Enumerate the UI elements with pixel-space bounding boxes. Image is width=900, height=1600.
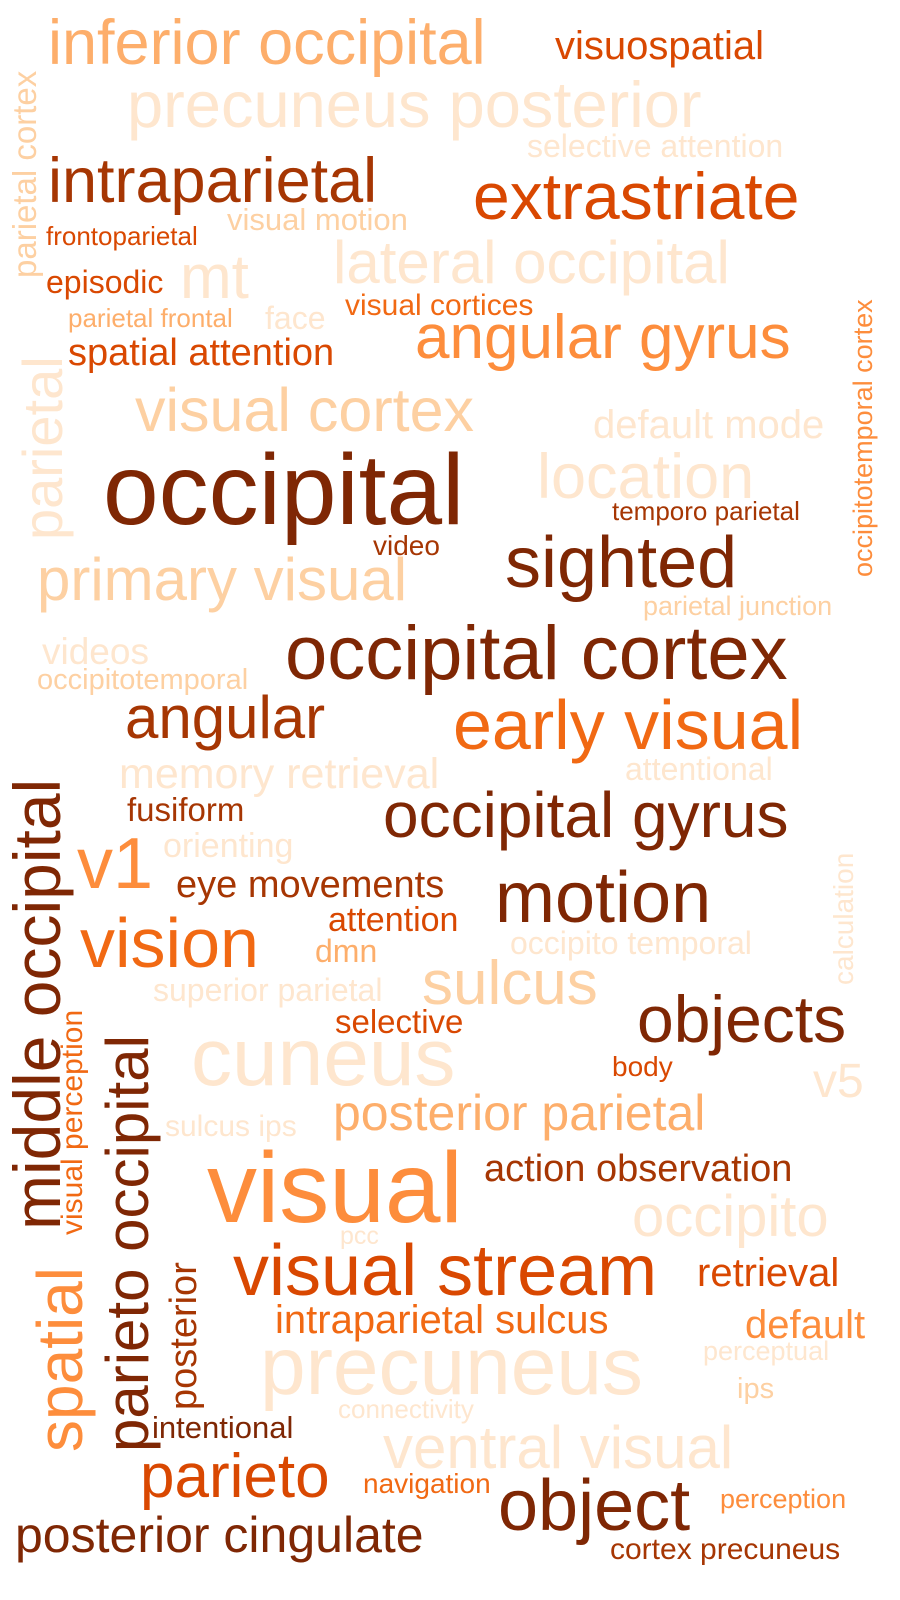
word-action-observation: action observation (484, 1148, 793, 1190)
word-memory-retrieval: memory retrieval (119, 750, 440, 798)
word-posterior: posterior (163, 1262, 205, 1410)
word-v5: v5 (813, 1055, 864, 1108)
word-selective: selective (335, 1003, 464, 1040)
word-parieto: parieto (140, 1442, 330, 1511)
word-attentional: attentional (625, 751, 773, 787)
word-angular: angular (125, 684, 326, 751)
word-occipital-cortex: occipital cortex (285, 611, 788, 696)
word-visual-stream: visual stream (233, 1231, 658, 1311)
word-vision: vision (80, 904, 259, 982)
word-motion: motion (495, 858, 712, 938)
word-parieto-occipital: parieto occipital (94, 1035, 161, 1452)
word-lateral-occipital: lateral occipital (333, 229, 730, 296)
word-precuneus-posterior: precuneus posterior (127, 68, 702, 141)
word-spatial-attention: spatial attention (68, 332, 335, 374)
word-fusiform: fusiform (127, 791, 245, 828)
word-primary-visual: primary visual (37, 546, 408, 613)
word-visual-motion: visual motion (227, 202, 408, 237)
word-dmn: dmn (315, 933, 378, 969)
word-sulcus: sulcus (422, 949, 598, 1018)
word-mt: mt (180, 243, 249, 312)
word-sighted: sighted (505, 523, 738, 603)
word-face: face (265, 300, 326, 336)
word-objects: objects (637, 982, 847, 1056)
word-parietal-frontal: parietal frontal (68, 303, 233, 333)
word-calculation: calculation (828, 852, 859, 985)
word-object: object (498, 1466, 691, 1546)
word-connectivity: connectivity (338, 1394, 474, 1424)
word-angular-gyrus: angular gyrus (415, 303, 791, 372)
word-video: video (373, 530, 440, 561)
word-parietal-junction: parietal junction (643, 591, 833, 621)
word-visuospatial: visuospatial (555, 24, 765, 68)
word-videos: videos (42, 631, 149, 672)
word-default: default (745, 1303, 866, 1347)
word-cortex-precuneus: cortex precuneus (610, 1533, 841, 1566)
word-occipital-gyrus: occipital gyrus (383, 779, 789, 851)
word-orienting: orienting (163, 827, 294, 865)
word-ventral-visual: ventral visual (383, 1414, 734, 1481)
word-posterior-parietal: posterior parietal (333, 1085, 706, 1141)
word-selective-attention: selective attention (527, 128, 784, 164)
word-location: location (537, 442, 755, 512)
word-episodic: episodic (46, 264, 164, 300)
word-occipital: occipital (103, 434, 465, 546)
word-eye-movements: eye movements (176, 864, 445, 906)
word-intentional: intentional (152, 1410, 294, 1445)
word-perception: perception (720, 1484, 847, 1514)
word-ips: ips (737, 1373, 775, 1405)
word-visual-cortices: visual cortices (345, 289, 534, 322)
word-occipito: occipito (632, 1184, 829, 1249)
word-cuneus: cuneus (191, 1012, 456, 1103)
word-pcc: pcc (340, 1222, 379, 1250)
word-superior-parietal: superior parietal (153, 972, 383, 1008)
word-occipito-temporal: occipito temporal (510, 925, 752, 961)
word-retrieval: retrieval (697, 1251, 840, 1295)
word-visual-perception: visual perception (56, 1009, 89, 1235)
word-occipitotemporal-cortex: occipitotemporal cortex (848, 299, 878, 577)
word-visual: visual (207, 1132, 463, 1244)
word-visual-cortex: visual cortex (135, 376, 475, 444)
word-parietal: parietal (11, 356, 74, 540)
word-navigation: navigation (363, 1468, 491, 1499)
word-precuneus: precuneus (260, 1321, 643, 1412)
word-default-mode: default mode (593, 403, 825, 447)
word-v1: v1 (77, 824, 154, 904)
word-intraparietal-sulcus: intraparietal sulcus (275, 1298, 609, 1342)
word-spatial: spatial (24, 1267, 96, 1452)
word-parietal-cortex: parietal cortex (6, 70, 43, 278)
word-inferior-occipital: inferior occipital (48, 8, 486, 78)
word-sulcus-ips: sulcus ips (165, 1110, 297, 1143)
word-attention: attention (328, 901, 459, 939)
word-frontoparietal: frontoparietal (46, 221, 198, 251)
word-perceptual: perceptual (703, 1336, 830, 1366)
word-temporo-parietal: temporo parietal (612, 496, 800, 526)
word-early-visual: early visual (453, 686, 804, 764)
word-occipitotemporal: occipitotemporal (37, 664, 249, 696)
word-body: body (612, 1051, 673, 1082)
word-posterior-cingulate: posterior cingulate (15, 1507, 424, 1563)
word-extrastriate: extrastriate (473, 159, 800, 233)
word-intraparietal: intraparietal (48, 146, 378, 216)
